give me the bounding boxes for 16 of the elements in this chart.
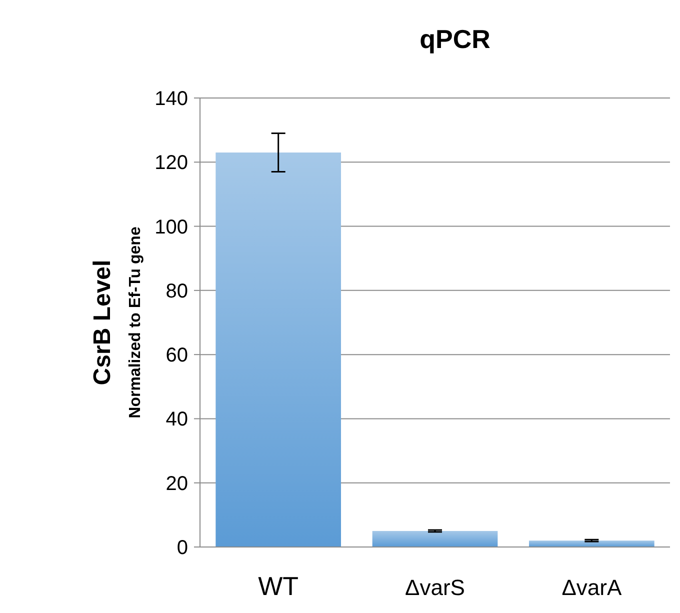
x-tick-label: ΔvarA bbox=[562, 575, 622, 600]
y-tick-label: 20 bbox=[166, 472, 188, 495]
bar bbox=[529, 540, 654, 547]
bar bbox=[216, 152, 341, 547]
y-tick-label: 80 bbox=[166, 280, 188, 302]
y-tick-label: 0 bbox=[176, 537, 188, 559]
y-tick-label: 60 bbox=[166, 344, 188, 367]
bar bbox=[372, 530, 498, 547]
x-tick-label: ΔvarS bbox=[405, 575, 465, 600]
x-tick-label: WT bbox=[258, 571, 299, 601]
y-tick-label: 100 bbox=[154, 216, 188, 238]
y-tick-label: 140 bbox=[154, 88, 188, 110]
y-tick-label: 40 bbox=[166, 408, 188, 431]
y-axis-title: CsrB Level Normalized to Ef-Tu gene bbox=[89, 226, 144, 418]
y-tick-label: 120 bbox=[154, 152, 188, 174]
chart-title: qPCR bbox=[420, 24, 491, 54]
